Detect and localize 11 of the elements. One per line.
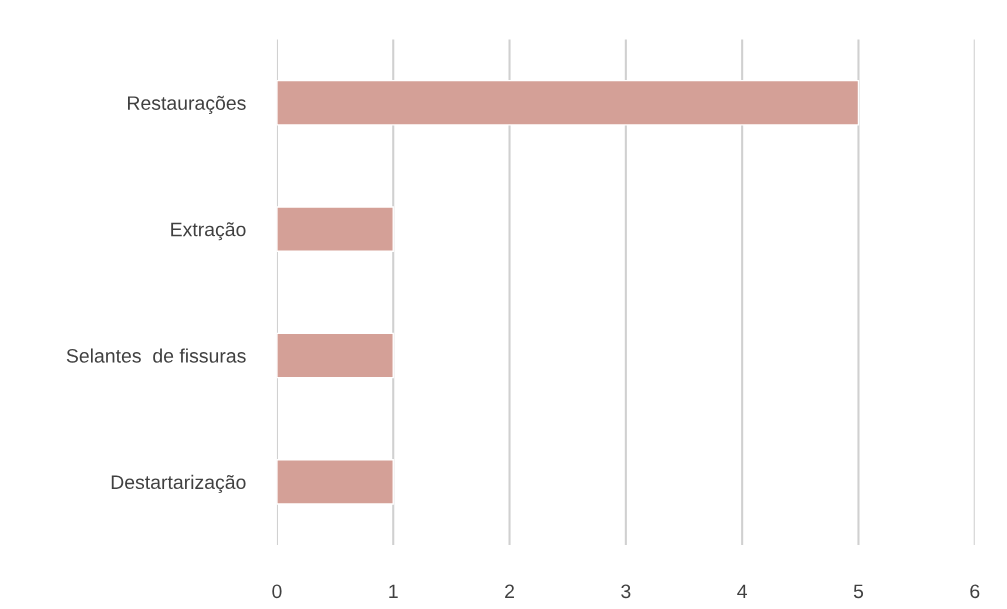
y-tick-label: Restaurações bbox=[128, 95, 246, 114]
x-tick-label: 0 bbox=[272, 584, 282, 599]
x-tick-label: 4 bbox=[737, 584, 747, 599]
y-tick-label: Destartarização bbox=[111, 474, 246, 494]
y-tick-label: Extração bbox=[171, 222, 246, 241]
x-tick-label: 5 bbox=[853, 584, 864, 599]
y-tick-label: Selantes de fissuras bbox=[66, 348, 246, 363]
x-tick-label: 1 bbox=[389, 584, 398, 599]
x-tick-label: 3 bbox=[621, 584, 631, 599]
x-tick-label: 6 bbox=[970, 584, 980, 599]
x-tick-label: 2 bbox=[505, 584, 514, 599]
